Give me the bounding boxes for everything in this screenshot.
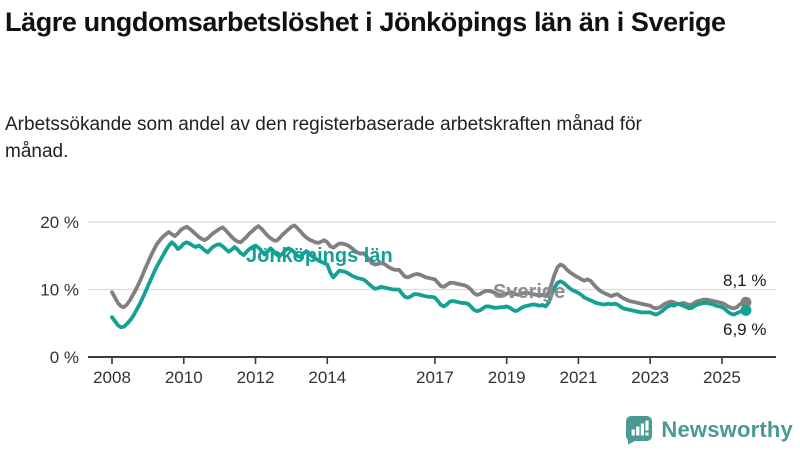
end-value-label-sverige: 8,1 % bbox=[723, 271, 767, 290]
series-end-dot-sverige bbox=[740, 296, 752, 308]
series-label-jonkoping: Jönköpings län bbox=[246, 245, 393, 267]
x-tick-label: 2023 bbox=[631, 368, 669, 387]
y-tick-label: 0 % bbox=[50, 348, 79, 367]
x-tick-label: 2021 bbox=[560, 368, 598, 387]
bar-chart-speech-bubble-icon bbox=[626, 416, 653, 445]
page-subtitle: Arbetssökande som andel av den registerb… bbox=[5, 114, 642, 162]
brand-name: Newsworthy bbox=[661, 417, 793, 442]
newsworthy-logo: Newsworthy bbox=[625, 415, 793, 445]
x-tick-label: 2019 bbox=[488, 368, 526, 387]
x-tick-label: 2008 bbox=[93, 368, 131, 387]
header: Lägre ungdomsarbetslöshet i Jönköpings l… bbox=[5, 6, 775, 38]
y-tick-label: 10 % bbox=[40, 281, 79, 300]
x-tick-label: 2014 bbox=[308, 368, 346, 387]
x-tick-label: 2012 bbox=[237, 368, 275, 387]
x-tick-label: 2010 bbox=[165, 368, 203, 387]
x-tick-label: 2025 bbox=[703, 368, 741, 387]
y-tick-label: 20 % bbox=[40, 213, 79, 232]
series-label-sverige: Sverige bbox=[493, 281, 566, 303]
end-value-label-jonkoping: 6,9 % bbox=[723, 320, 767, 339]
x-tick-label: 2017 bbox=[416, 368, 454, 387]
series-line-sverige bbox=[110, 223, 748, 311]
page-title: Lägre ungdomsarbetslöshet i Jönköpings l… bbox=[5, 7, 726, 37]
series-line-jonkoping bbox=[110, 240, 748, 330]
series-end-dot-jonkoping bbox=[740, 304, 752, 316]
